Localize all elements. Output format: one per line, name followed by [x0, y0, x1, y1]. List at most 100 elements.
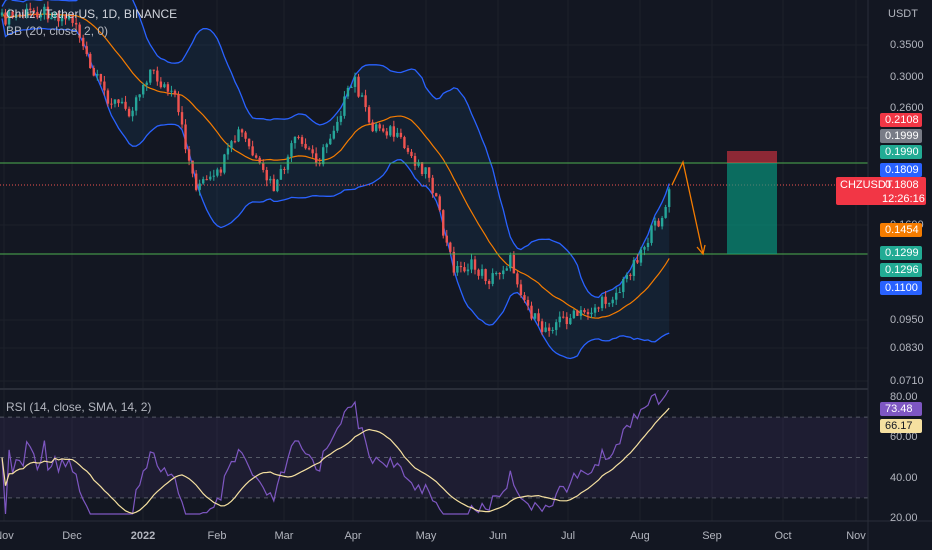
- candle-body: [632, 260, 636, 276]
- candle-body: [293, 136, 297, 144]
- rsi-ma: [1, 407, 670, 515]
- candle-body: [149, 69, 152, 83]
- price-label-bg: [880, 246, 922, 260]
- candle-body: [350, 86, 353, 88]
- candle-body: [205, 179, 208, 181]
- candle-body: [396, 132, 399, 137]
- candle-body: [389, 126, 392, 136]
- price-label-bg: [880, 263, 922, 277]
- candle-body: [325, 144, 328, 148]
- price-label-bg: [880, 145, 922, 159]
- price-label: 0.1454: [885, 224, 919, 236]
- candle-body: [343, 96, 346, 116]
- candle-body: [403, 137, 406, 149]
- candle-body: [374, 124, 378, 132]
- candle-body: [540, 321, 544, 332]
- price-label-bg: [880, 163, 922, 177]
- candle-body: [607, 303, 611, 305]
- time-label: Jun: [489, 530, 507, 542]
- candle-body: [145, 82, 148, 85]
- symbol-title[interactable]: Chiliz / TetherUS, 1D, BINANCE: [6, 7, 177, 21]
- plot: [0, 0, 868, 515]
- candle-body: [184, 124, 187, 150]
- candle-body: [484, 269, 487, 282]
- candle-body: [371, 122, 374, 132]
- candle-body: [572, 310, 576, 319]
- position-target[interactable]: [727, 163, 777, 254]
- price-label-bg: [880, 281, 922, 295]
- candle-body: [258, 157, 261, 163]
- candle-body: [244, 132, 247, 139]
- candle-body: [71, 15, 74, 23]
- candle-body: [311, 149, 314, 154]
- price-label-bg: [880, 223, 922, 237]
- candle-body: [427, 167, 431, 178]
- candle-body: [64, 15, 67, 20]
- candle-body: [170, 90, 173, 92]
- candle-body: [487, 281, 491, 284]
- candle-body: [265, 169, 268, 181]
- candle-body: [442, 210, 445, 236]
- price-unit: USDT: [888, 8, 918, 20]
- price-tick: 0.3500: [890, 39, 924, 51]
- candle-body: [191, 160, 194, 174]
- candle-body: [512, 255, 516, 274]
- time-label: Jul: [561, 530, 575, 542]
- candle-body: [491, 273, 494, 284]
- candle-body: [551, 329, 554, 331]
- candle-body: [202, 179, 205, 184]
- candle-body: [85, 46, 88, 54]
- candle-body: [364, 95, 367, 108]
- candle-body: [562, 316, 565, 318]
- candle-body: [523, 295, 526, 300]
- candle-body: [385, 131, 388, 136]
- candle-body: [110, 103, 113, 105]
- candle-body: [198, 183, 201, 190]
- candle-body: [99, 73, 103, 82]
- candle-body: [413, 156, 417, 166]
- forecast-arrow[interactable]: [671, 160, 704, 255]
- candle-body: [92, 68, 95, 76]
- candle-body: [269, 178, 272, 181]
- candle-body: [392, 126, 396, 137]
- candle-body: [279, 168, 283, 180]
- candle-body: [424, 167, 427, 175]
- last-symbol: CHZUSDT: [840, 179, 893, 191]
- candle-body: [339, 115, 343, 122]
- candle-body: [466, 269, 470, 272]
- rsi-label: 66.17: [885, 420, 913, 432]
- price-label: 0.2108: [885, 114, 919, 126]
- candle-body: [57, 13, 60, 22]
- candle-body: [593, 307, 597, 313]
- candle-body: [537, 313, 540, 322]
- rsi-legend[interactable]: RSI (14, close, SMA, 14, 2): [6, 400, 151, 414]
- rsi-tick: 20.00: [890, 512, 918, 524]
- price-label: 0.1296: [885, 264, 919, 276]
- candle-body: [318, 162, 321, 165]
- candle-body: [173, 90, 177, 95]
- candle-body: [417, 162, 420, 166]
- candle-body: [438, 196, 441, 211]
- candle-body: [81, 37, 85, 47]
- candle-body: [240, 129, 244, 133]
- candle-body: [410, 151, 413, 157]
- position-stop[interactable]: [727, 151, 777, 163]
- candle-body: [262, 162, 265, 170]
- candle-body: [565, 316, 568, 325]
- candle-body: [495, 272, 498, 274]
- candle-body: [156, 70, 159, 82]
- candle-body: [223, 154, 226, 173]
- candle-body: [4, 12, 7, 25]
- candle-body: [96, 73, 99, 76]
- rsi-label-bg: [880, 402, 922, 416]
- rsi-tick: 40.00: [890, 472, 918, 484]
- candle-body: [117, 99, 120, 104]
- candle-body: [180, 112, 184, 125]
- candle-body: [14, 14, 18, 18]
- bb-legend[interactable]: BB (20, close, 2, 0): [6, 24, 108, 38]
- scale-labels: Nov Dec 2022 Feb Mar Apr May Jun Jul Aug Sep Oct Nov…: [0, 39, 926, 542]
- candle-body: [138, 94, 141, 98]
- time-label: May: [416, 530, 437, 542]
- candle-body: [456, 265, 459, 273]
